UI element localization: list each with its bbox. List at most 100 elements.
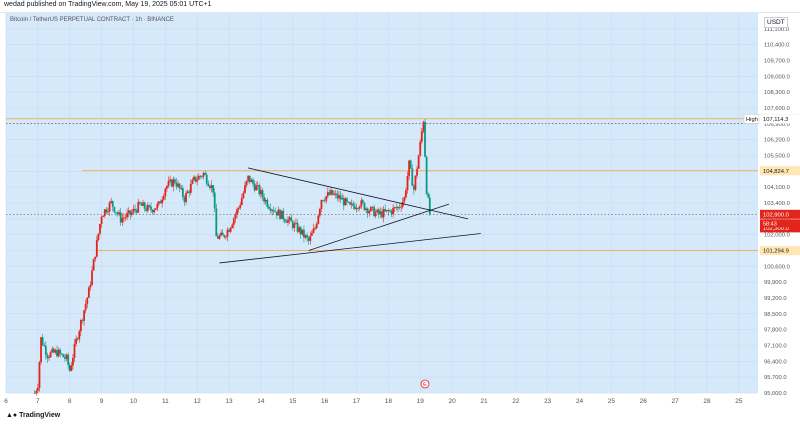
x-tick-label: 18: [385, 398, 393, 405]
candle-body: [197, 175, 200, 180]
candle-body: [384, 209, 387, 212]
candle-body: [41, 337, 44, 346]
candle-body: [167, 181, 170, 187]
candle-body: [315, 223, 318, 229]
x-tick-label: 6: [4, 398, 8, 405]
candle-body: [285, 221, 288, 223]
candle-body: [422, 121, 425, 132]
candle-body: [272, 209, 275, 212]
candle-body: [70, 365, 73, 371]
candle-body: [134, 208, 136, 211]
candle-body: [239, 204, 242, 208]
candle-body: [64, 357, 66, 359]
candle-body: [341, 198, 344, 200]
candle-body: [301, 229, 304, 235]
candle-body: [290, 217, 293, 222]
candle-body: [221, 232, 224, 236]
candle-body: [127, 210, 130, 214]
y-tick-label: 109,700.0: [764, 59, 790, 65]
candle-body: [36, 387, 39, 391]
candle-body: [65, 354, 68, 359]
candle-body: [242, 192, 245, 199]
event-icon-label: E: [423, 382, 427, 388]
candle-body: [296, 222, 299, 232]
candle-body: [87, 287, 90, 298]
candle-body: [229, 227, 232, 232]
candle-body: [46, 354, 49, 359]
currency-button[interactable]: USDT: [764, 17, 788, 28]
candle-body: [172, 179, 175, 187]
candle-body: [196, 179, 199, 182]
candle-body: [54, 350, 57, 353]
candle-body: [153, 209, 156, 213]
candle-body: [86, 297, 89, 305]
candle-body: [75, 338, 78, 344]
candle-body: [72, 357, 74, 366]
candle-body: [159, 201, 162, 204]
price-badge-text: 102,900.0: [763, 212, 789, 218]
event-icon[interactable]: [420, 379, 430, 389]
candle-body: [361, 200, 364, 203]
y-tick-label: 110,400.0: [764, 43, 789, 49]
trend-line[interactable]: [248, 167, 469, 220]
candle-body: [328, 192, 331, 195]
y-tick-label: 99,900.0: [764, 280, 787, 286]
candle-body: [417, 155, 420, 169]
price-badge-text: 107,114.3: [763, 117, 788, 123]
candle-body: [425, 156, 428, 194]
candle-body: [111, 200, 114, 207]
time-axis[interactable]: [0, 393, 800, 407]
horizontal-levels: [6, 118, 758, 251]
candle-body: [377, 209, 380, 215]
candle-body: [255, 185, 258, 191]
y-tick-label: 108,300.0: [764, 90, 790, 96]
trend-line[interactable]: [308, 203, 450, 251]
x-tick-label: 16: [321, 398, 329, 405]
candle-body: [212, 185, 215, 193]
candle-body: [379, 211, 382, 215]
candle-body: [355, 207, 358, 210]
candle-body: [240, 198, 243, 205]
candle-body: [269, 208, 272, 211]
candle-body: [304, 235, 307, 238]
price-axis[interactable]: [758, 13, 800, 393]
event-marker[interactable]: E: [420, 379, 430, 389]
symbol-legend[interactable]: Bitcoin / TetherUS PERPETUAL CONTRACT · …: [10, 17, 174, 23]
candle-body: [94, 256, 97, 260]
candle-body: [392, 207, 395, 214]
price-badge-text: 104,824.7: [763, 169, 789, 175]
price-badge-bg: [760, 209, 800, 219]
candle-body: [177, 183, 179, 187]
candle-body: [387, 210, 390, 212]
candle-body: [84, 304, 87, 311]
candle-body: [414, 175, 417, 190]
high-tag-bg: [743, 114, 760, 124]
candle-body: [108, 202, 111, 212]
x-tick-label: 19: [417, 398, 425, 405]
countdown-bg: [760, 219, 800, 228]
candle-body: [427, 193, 430, 198]
candle-body: [291, 221, 294, 229]
candle-body: [40, 337, 42, 363]
tv-logo-icon: ▲●: [6, 412, 18, 419]
trend-line[interactable]: [219, 233, 481, 264]
candle-body: [43, 345, 46, 347]
candle-body: [333, 194, 336, 195]
x-tick-label: 10: [130, 398, 138, 405]
y-tick-label: 105,500.0: [764, 154, 790, 160]
candle-body: [115, 212, 117, 214]
candle-body: [161, 199, 164, 204]
candle-body: [400, 206, 403, 208]
candle-body: [342, 198, 345, 206]
y-tick-label: 96,400.0: [764, 359, 787, 365]
x-tick-label: 15: [289, 398, 297, 405]
candle-body: [193, 176, 195, 180]
candle-body: [148, 205, 151, 207]
trend-lines[interactable]: [219, 167, 481, 264]
x-tick-label: 12: [194, 398, 202, 405]
tradingview-logo[interactable]: ▲● TradingView: [6, 412, 60, 419]
candle-body: [253, 183, 256, 191]
candle-body: [183, 197, 186, 203]
candle-body: [382, 209, 385, 218]
